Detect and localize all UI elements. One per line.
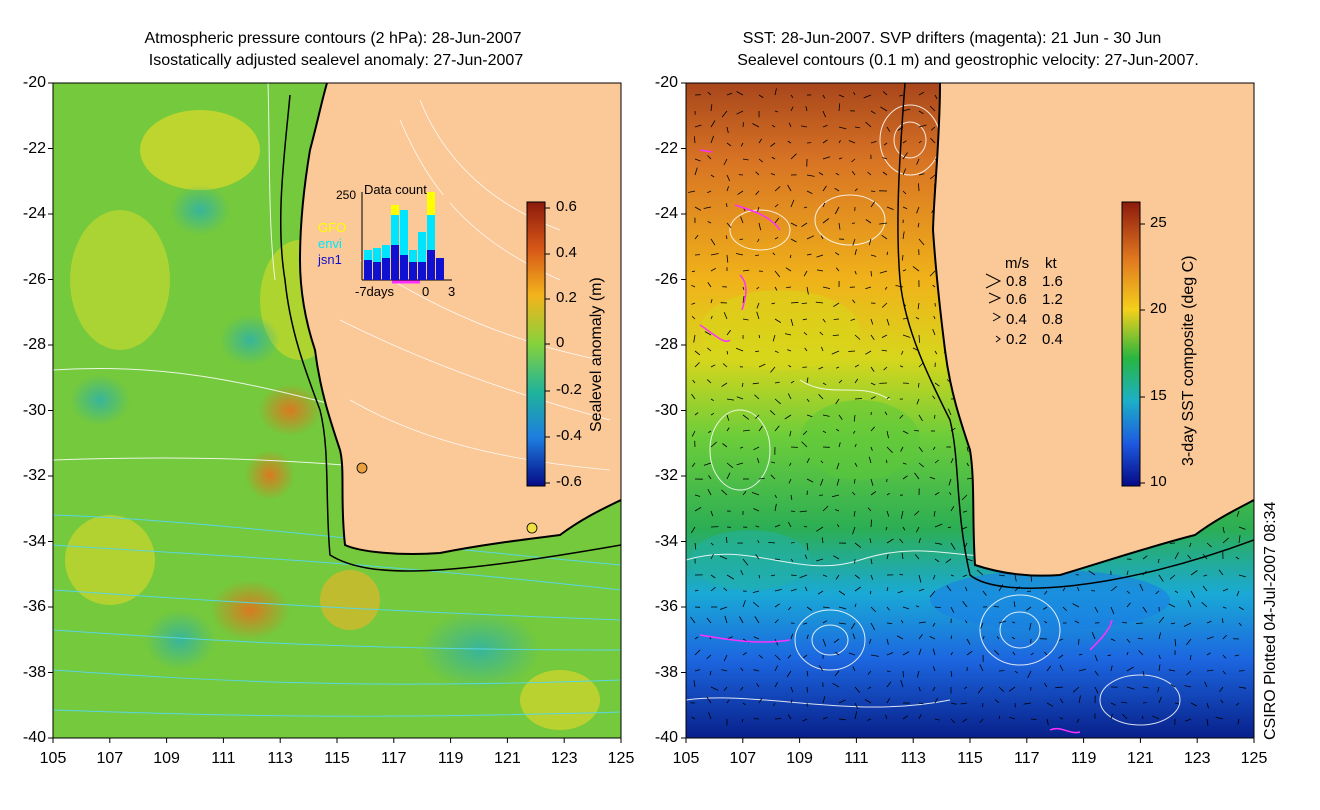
lat-tick-label: -32 [22,467,46,484]
inset-title: Data count [364,182,427,197]
lat-tick-label: -38 [22,663,46,681]
lon-tick-label: 123 [1183,750,1211,767]
sst-colorbar-label: 3-day SST composite (deg C) [1180,255,1197,466]
lat-tick-label: -22 [22,139,46,157]
left-title-line1: Atmospheric pressure contours (2 hPa): 2… [144,30,522,47]
lon-tick-label: 109 [786,750,813,767]
lat-tick-label: -40 [654,729,678,746]
lon-tick-label: 105 [672,750,700,767]
lon-tick-label: 117 [381,750,407,767]
lon-tick-label: 111 [844,750,869,767]
right-map [686,83,1254,738]
ssl-cb-tick: -0.2 [556,381,582,398]
lat-tick-label: -26 [654,270,678,288]
lon-tick-label: 117 [1014,750,1040,767]
tide-gauge-marker [526,522,538,534]
lat-tick-label: -40 [22,729,46,746]
lon-tick-label: 119 [1070,750,1097,767]
data-count-inset [361,192,452,284]
lon-tick-label: 125 [607,750,635,767]
axis-ticks [48,82,1255,743]
velocity-legend-arrows [985,273,1002,343]
plot-credit: CSIRO Plotted 04-Jul-2007 08:34 [1262,501,1279,740]
lat-tick-label: -28 [22,336,46,353]
inset-legend-jsn1: jsn1 [318,252,342,267]
vel-legend-ms: 0.4 [1006,311,1027,328]
lon-tick-label: 115 [324,750,350,767]
left-map [53,83,621,738]
ssl-cb-tick: -0.4 [556,427,582,444]
inset-xlabel: -7days [355,284,395,299]
ssl-cb-tick: 0.2 [556,289,577,306]
vel-legend-ms: 0.2 [1006,331,1027,348]
vel-legend-kt: 1.2 [1042,291,1063,308]
vel-legend-kt: 1.6 [1042,273,1063,290]
lon-tick-label: 119 [437,750,464,767]
right-land-australia [933,83,1254,576]
ssl-cb-tick: -0.6 [556,473,582,490]
lat-tick-label: -26 [22,270,46,288]
lat-tick-label: -24 [22,205,46,222]
ssl-cb-tick: 0 [556,334,565,351]
lat-tick-label: -36 [654,598,678,615]
ssl-cb-tick: 0.4 [556,244,577,261]
sealevel-colorbar [526,201,546,487]
lon-tick-label: 121 [1127,750,1154,767]
sst-cb-tick: 20 [1150,300,1167,317]
sst-colorbar [1121,201,1141,487]
lat-tick-label: -24 [654,205,678,222]
inset-legend-gfo: GFO [318,220,347,235]
svp-drifter-tracks [699,149,1113,734]
right-title-line2: Sealevel contours (0.1 m) and geostrophi… [737,52,1199,69]
lat-tick-label: -38 [654,663,678,681]
inset-xlabel: 0 [422,284,430,299]
lon-tick-label: 123 [550,750,578,767]
vel-legend-ms: 0.6 [1006,291,1027,308]
lon-tick-label: 107 [729,750,757,767]
sst-cb-tick: 10 [1150,473,1167,490]
left-coastline [298,83,621,555]
lat-tick-label: -20 [22,74,46,91]
lat-tick-label: -30 [22,401,46,419]
inset-xlabel: 3 [448,284,456,299]
right-title-line1: SST: 28-Jun-2007. SVP drifters (magenta)… [742,30,1162,47]
ssl-colorbar-label: Sealevel anomaly (m) [588,277,605,432]
lon-tick-label: 113 [267,750,293,767]
lat-tick-label: -30 [654,401,678,419]
inset-legend-envi: envi [318,236,342,251]
right-coastline [931,83,1254,577]
right-shelf-contour [897,83,1254,589]
vel-legend-header-ms: m/s [1005,255,1030,272]
vel-legend-ms: 0.8 [1006,273,1027,290]
lat-tick-label: -34 [654,532,678,550]
lat-tick-label: -20 [654,74,678,91]
sst-cb-tick: 15 [1150,387,1167,404]
inset-ymax: 250 [336,188,357,202]
lat-tick-label: -36 [22,598,46,615]
lon-tick-label: 113 [900,750,926,767]
inset-bars [364,192,444,280]
lon-tick-label: 109 [153,750,180,767]
lon-tick-label: 125 [1240,750,1268,767]
lat-tick-label: -32 [654,467,678,484]
vel-legend-header-kt: kt [1045,255,1057,272]
tide-gauge-marker [356,462,368,474]
lon-tick-label: 107 [96,750,124,767]
sst-cb-tick: 25 [1150,214,1167,231]
vel-legend-kt: 0.8 [1042,311,1063,328]
left-title-line2: Isostatically adjusted sealevel anomaly:… [148,52,524,69]
ssl-cb-tick: 0.6 [556,198,577,215]
vel-legend-kt: 0.4 [1042,331,1063,348]
lat-tick-label: -28 [654,336,678,353]
lat-tick-label: -22 [654,139,678,157]
left-shelf-contour [279,94,621,572]
lon-tick-label: 105 [39,750,67,767]
lon-tick-label: 121 [494,750,521,767]
lon-tick-label: 115 [957,750,983,767]
lon-tick-label: 111 [211,750,236,767]
lat-tick-label: -34 [22,532,46,550]
